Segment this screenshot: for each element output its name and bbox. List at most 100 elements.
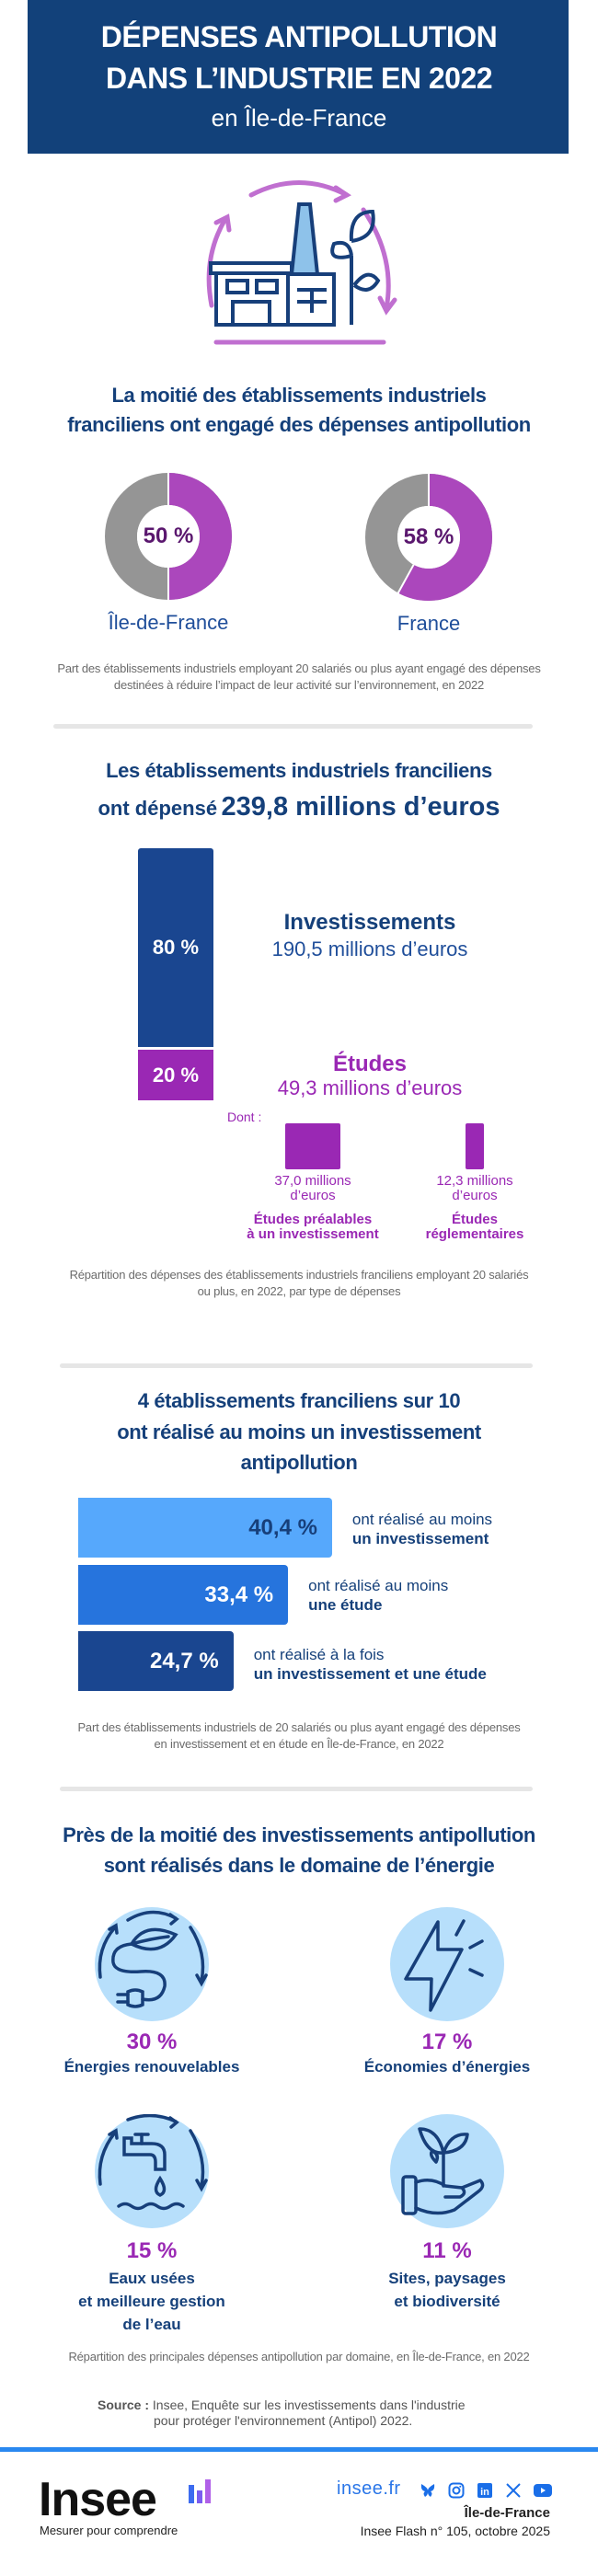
- divider: [60, 1363, 533, 1368]
- renewable-energy-icon: [95, 1907, 209, 2021]
- domain-label-water-line2: et meilleure gestion: [78, 2293, 225, 2310]
- footer-publication: Insee Flash n° 105, octobre 2025: [360, 2524, 550, 2538]
- bar-value: 40,4 %: [248, 1515, 317, 1540]
- stacked-bar-investissements-label: 80 %: [152, 936, 200, 959]
- domain-label-water-line3: de l’eau: [122, 2316, 181, 2333]
- domain-label-water-line1: Eaux usées: [109, 2270, 195, 2287]
- donut-value-ile-de-france: 50 %: [143, 523, 194, 548]
- hand-plant-icon: [390, 2114, 504, 2228]
- section1-title-line2: franciliens ont engagé des dépenses anti…: [67, 413, 531, 436]
- source-line1: Insee, Enquête sur les investissements d…: [152, 2398, 466, 2412]
- section1-title-line1: La moitié des établissements industriels: [111, 384, 487, 407]
- investissements-amount: 190,5 millions d’euros: [271, 937, 468, 960]
- bar-label-investissement-et-etude: ont réalisé à la fois un investissement e…: [254, 1645, 487, 1684]
- divider: [60, 1787, 533, 1791]
- insee-logo-bars-icon: [189, 2479, 211, 2503]
- etudes-title: Études: [332, 1052, 407, 1076]
- main-title-line2: DANS L’INDUSTRIE EN 2022: [105, 62, 493, 95]
- detail-amount-line1: 12,3 millions: [436, 1173, 513, 1189]
- detail-label-line1: Études préalables: [253, 1212, 373, 1227]
- linkedin-icon[interactable]: in: [477, 2482, 493, 2499]
- bar-etude: 33,4 %: [78, 1565, 289, 1625]
- investissements-title: Investissements: [283, 910, 456, 935]
- section3-caption-line2: en investissement et en étude en Île-de-…: [154, 1737, 444, 1751]
- detail-label-line2: réglementaires: [425, 1226, 524, 1242]
- stacked-bar-etudes: 20 %: [138, 1050, 213, 1100]
- detail-amount-etudes-reglementaires: 12,3 millions d’euros: [392, 1174, 558, 1203]
- donut-label-ile-de-france: Île-de-France: [108, 611, 229, 634]
- stacked-bar-investissements: 80 %: [138, 848, 213, 1047]
- water-tap-icon: [95, 2113, 209, 2228]
- bar-label-line1: ont réalisé au moins: [308, 1577, 449, 1594]
- donut-label-france: France: [397, 612, 461, 635]
- domain-label-biodiversity-line1: Sites, paysages: [388, 2270, 506, 2287]
- section2-title-amount: 239,8 millions d’euros: [221, 792, 500, 822]
- source-note: Source : Insee, Enquête sur les investis…: [98, 2398, 466, 2429]
- etudes-amount: 49,3 millions d’euros: [277, 1076, 463, 1099]
- stacked-bar-etudes-label: 20 %: [152, 1063, 200, 1087]
- section2-title-line1: Les établissements industriels francilie…: [106, 759, 492, 782]
- domain-label-renewable: Énergies renouvelables: [63, 2058, 240, 2076]
- donut-hole: [137, 505, 200, 568]
- detail-amount-line2: d’euros: [290, 1188, 336, 1203]
- divider: [53, 724, 533, 729]
- bar-label-line2: un investissement et une étude: [253, 1665, 487, 1683]
- bar-investissement-et-etude: 24,7 %: [78, 1631, 234, 1691]
- section1-caption-line2: destinées à réduire l’impact de leur act…: [113, 678, 485, 692]
- detail-box-etudes-prealables: [285, 1123, 340, 1169]
- domain-value-water: 15 %: [126, 2238, 178, 2263]
- domain-value-energy-savings: 17 %: [421, 2030, 473, 2054]
- donut-separator: [397, 564, 415, 594]
- bar-label-line1: ont réalisé à la fois: [253, 1646, 385, 1663]
- instagram-icon[interactable]: [448, 2482, 465, 2499]
- dont-label: Dont :: [227, 1110, 262, 1124]
- detail-label-line2: à un investissement: [247, 1226, 379, 1242]
- detail-label-etudes-reglementaires: Études réglementaires: [392, 1213, 558, 1242]
- bar-value: 24,7 %: [149, 1649, 219, 1673]
- section3-title-line1: 4 établissements franciliens sur 10: [137, 1389, 461, 1412]
- domain-value-biodiversity: 11 %: [422, 2238, 472, 2263]
- insee-site-link[interactable]: insee.fr: [337, 2478, 401, 2499]
- detail-amount-line1: 37,0 millions: [274, 1173, 351, 1189]
- insee-slogan: Mesurer pour comprendre: [40, 2524, 178, 2537]
- social-links: in: [420, 2482, 552, 2499]
- section2-caption-line1: Répartition des dépenses des établisseme…: [69, 1268, 529, 1282]
- section3-caption-line1: Part des établissements industriels de 2…: [77, 1720, 521, 1734]
- donut-value-france: 58 %: [403, 524, 454, 549]
- bar-value: 33,4 %: [204, 1582, 274, 1607]
- main-title-line1: DÉPENSES ANTIPOLLUTION: [100, 20, 498, 53]
- insee-logo: Insee: [39, 2473, 157, 2526]
- header-banner: DÉPENSES ANTIPOLLUTION DANS L’INDUSTRIE …: [28, 0, 569, 154]
- section4-caption: Répartition des principales dépenses ant…: [68, 2350, 530, 2363]
- detail-amount-line2: d’euros: [452, 1188, 498, 1203]
- section3-title-line3: antipollution: [240, 1451, 358, 1474]
- section3-title-line2: ont réalisé au moins un investissement: [117, 1420, 481, 1443]
- bar-label-line2: un investissement: [351, 1530, 489, 1547]
- donut-chart-france: [365, 473, 492, 601]
- domain-label-biodiversity-line2: et biodiversité: [394, 2293, 500, 2310]
- source-line2: pour protéger l'environnement (Antipol) …: [154, 2413, 413, 2428]
- youtube-icon[interactable]: [534, 2482, 552, 2499]
- domain-label-energy-savings: Économies d’énergies: [363, 2058, 531, 2076]
- donut-hole: [397, 506, 460, 569]
- lightning-icon: [390, 1907, 504, 2021]
- footer-rule: [0, 2447, 598, 2452]
- source-label: Source :: [98, 2398, 150, 2412]
- factory-recycle-icon: [206, 180, 397, 345]
- section4-title-line1: Près de la moitié des investissements an…: [63, 1823, 535, 1846]
- detail-amount-etudes-prealables: 37,0 millions d’euros: [230, 1174, 396, 1203]
- x-icon[interactable]: [505, 2482, 522, 2499]
- detail-label-etudes-prealables: Études préalables à un investissement: [221, 1213, 405, 1242]
- donut-chart-ile-de-france: [105, 472, 232, 601]
- detail-label-line1: Études: [451, 1212, 498, 1227]
- section2-title-prefix: ont dépensé: [98, 797, 218, 820]
- bluesky-icon[interactable]: [420, 2482, 436, 2499]
- main-subtitle: en Île-de-France: [211, 104, 387, 132]
- section2-caption-line2: ou plus, en 2022, par type de dépenses: [197, 1284, 401, 1298]
- domain-value-renewable: 30 %: [126, 2030, 178, 2054]
- detail-box-etudes-reglementaires: [466, 1123, 484, 1169]
- bar-label-line2: une étude: [308, 1596, 383, 1614]
- bar-label-line1: ont réalisé au moins: [351, 1511, 493, 1528]
- bar-label-etude: ont réalisé au moins une étude: [308, 1576, 448, 1615]
- section4-title-line2: sont réalisés dans le domaine de l’énerg…: [103, 1854, 495, 1877]
